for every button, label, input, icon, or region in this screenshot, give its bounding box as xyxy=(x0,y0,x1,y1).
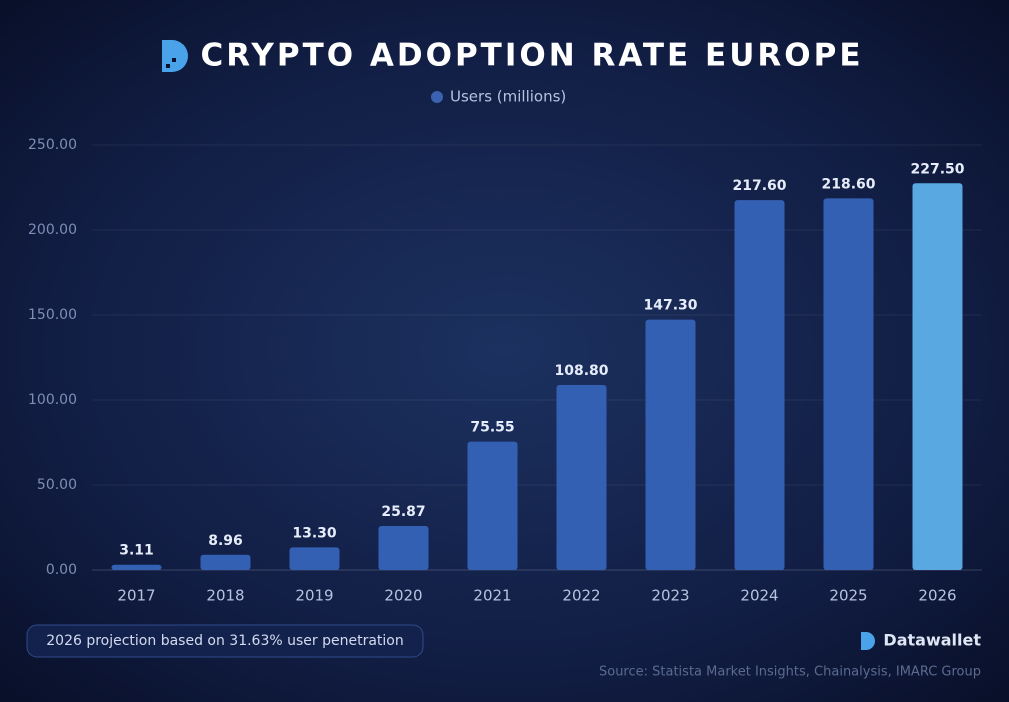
x-tick-label: 2024 xyxy=(740,587,778,605)
bar xyxy=(467,441,518,570)
source: Source: Statista Market Insights, Chaina… xyxy=(599,665,981,680)
value-label: 108.80 xyxy=(554,363,608,379)
value-label: 217.60 xyxy=(732,178,786,194)
x-tick-label: 2019 xyxy=(295,587,333,605)
x-tick-label: 2022 xyxy=(562,587,600,605)
x-tick-label: 2025 xyxy=(829,587,867,605)
bar xyxy=(823,198,874,570)
logo xyxy=(162,40,188,72)
y-tick-label: 250.00 xyxy=(28,137,77,153)
x-tick-label: 2017 xyxy=(117,587,155,605)
plot: 0.00 50.00 100.00 150.00 200.00 250.00 2017 201… xyxy=(28,137,982,605)
bar xyxy=(289,547,340,570)
y-tick-label: 50.00 xyxy=(37,477,77,493)
x-tick-label: 2026 xyxy=(918,587,956,605)
value-label: 13.30 xyxy=(292,525,337,541)
bar xyxy=(556,385,607,570)
bar xyxy=(645,319,696,570)
value-label: 8.96 xyxy=(208,533,243,549)
bar xyxy=(734,200,785,570)
y-tick-label: 100.00 xyxy=(28,392,77,408)
x-tick-label: 2021 xyxy=(473,587,511,605)
x-tick-label: 2020 xyxy=(384,587,422,605)
y-tick-label: 0.00 xyxy=(46,562,77,578)
value-label: 25.87 xyxy=(381,504,425,520)
annotation: 2026 projection based on 31.63% user pen… xyxy=(46,633,404,649)
legend-swatch xyxy=(431,91,443,103)
value-label: 75.55 xyxy=(470,420,514,436)
bar xyxy=(111,564,162,570)
y-tick-label: 200.00 xyxy=(28,222,77,238)
bar xyxy=(200,554,251,570)
value-label: 227.50 xyxy=(910,161,964,177)
value-label: 218.60 xyxy=(821,176,875,192)
brand: Datawallet xyxy=(883,631,981,650)
x-tick-label: 2018 xyxy=(206,587,244,605)
value-label: 3.11 xyxy=(119,543,154,559)
chart-title: CRYPTO ADOPTION RATE EUROPE xyxy=(201,38,864,74)
bar xyxy=(378,526,429,570)
legend-label: Users (millions) xyxy=(450,88,566,106)
value-label: 147.30 xyxy=(643,298,697,314)
x-tick-label: 2023 xyxy=(651,587,689,605)
bar xyxy=(912,183,963,570)
annotation-box xyxy=(26,624,424,658)
brand-logo xyxy=(861,632,875,650)
y-tick-label: 150.00 xyxy=(28,307,77,323)
